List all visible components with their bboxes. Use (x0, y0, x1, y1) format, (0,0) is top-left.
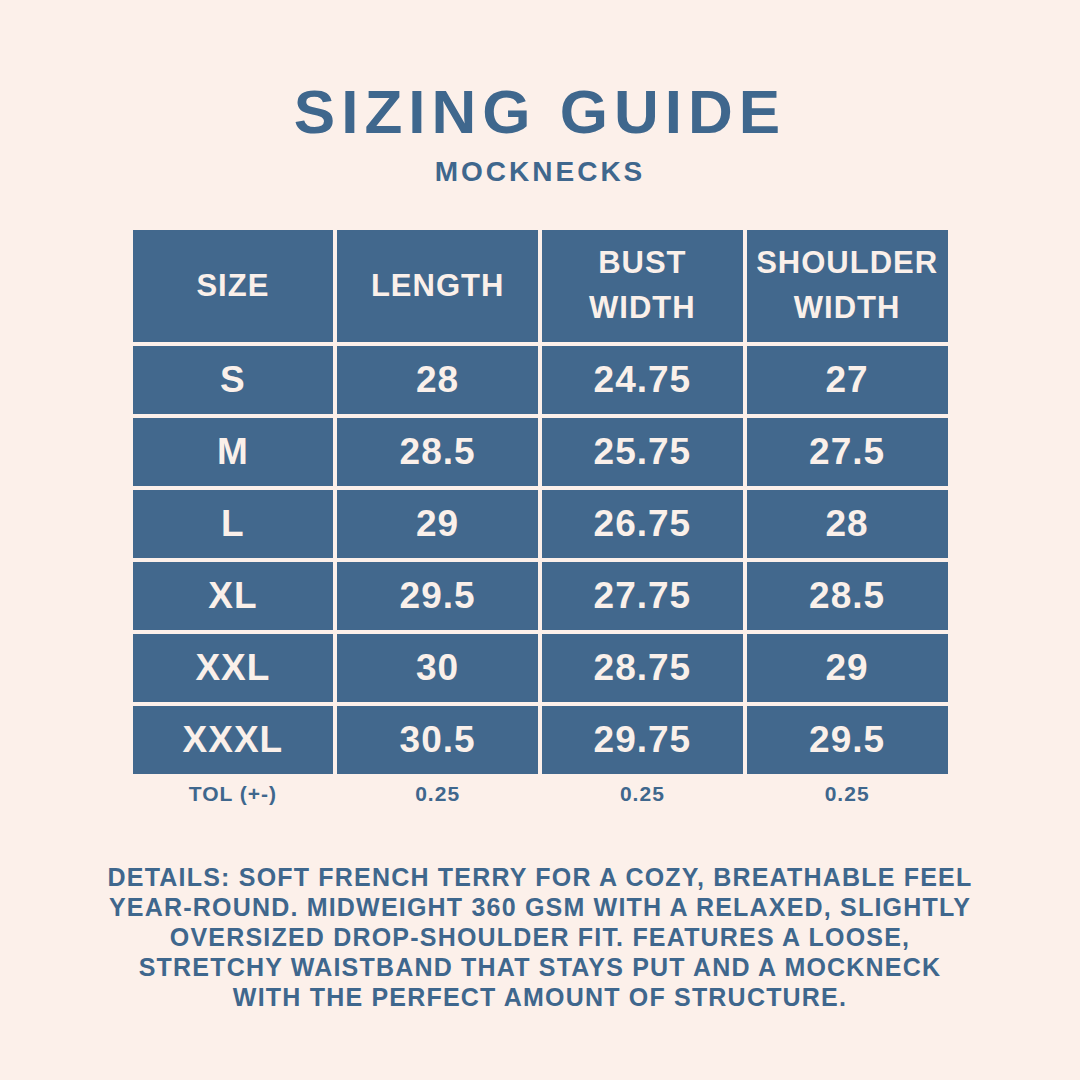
table-cell: 29.5 (337, 562, 538, 630)
sizing-table: SIZE LENGTH BUST WIDTH SHOULDER WIDTH S … (133, 230, 948, 774)
col-header-length: LENGTH (337, 230, 538, 342)
table-cell: 30.5 (337, 706, 538, 774)
col-header-bust-width: BUST WIDTH (542, 230, 743, 342)
table-cell: 27.75 (542, 562, 743, 630)
row-label-xxl: XXL (133, 634, 334, 702)
table-cell: 29.75 (542, 706, 743, 774)
table-cell: 24.75 (542, 346, 743, 414)
tolerance-label: TOL (+-) (133, 782, 334, 806)
table-cell: 27.5 (747, 418, 948, 486)
table-cell: 30 (337, 634, 538, 702)
table-cell: 25.75 (542, 418, 743, 486)
row-label-m: M (133, 418, 334, 486)
table-cell: 28 (747, 490, 948, 558)
row-label-xxxl: XXXL (133, 706, 334, 774)
table-cell: 28 (337, 346, 538, 414)
tolerance-value: 0.25 (337, 782, 538, 806)
page-subtitle: MOCKNECKS (0, 156, 1080, 188)
table-cell: 26.75 (542, 490, 743, 558)
tolerance-value: 0.25 (542, 782, 743, 806)
details-text: DETAILS: SOFT FRENCH TERRY FOR A COZY, B… (105, 862, 975, 1012)
row-label-l: L (133, 490, 334, 558)
sizing-guide-page: SIZING GUIDE MOCKNECKS SIZE LENGTH BUST … (0, 0, 1080, 1080)
row-label-xl: XL (133, 562, 334, 630)
table-cell: 27 (747, 346, 948, 414)
table-cell: 29.5 (747, 706, 948, 774)
table-cell: 28.5 (337, 418, 538, 486)
table-cell: 29 (747, 634, 948, 702)
col-header-shoulder-width: SHOULDER WIDTH (747, 230, 948, 342)
col-header-size: SIZE (133, 230, 334, 342)
table-cell: 28.5 (747, 562, 948, 630)
tolerance-row: TOL (+-) 0.25 0.25 0.25 (133, 782, 948, 806)
table-cell: 29 (337, 490, 538, 558)
row-label-s: S (133, 346, 334, 414)
page-title: SIZING GUIDE (0, 0, 1080, 146)
table-cell: 28.75 (542, 634, 743, 702)
tolerance-value: 0.25 (747, 782, 948, 806)
